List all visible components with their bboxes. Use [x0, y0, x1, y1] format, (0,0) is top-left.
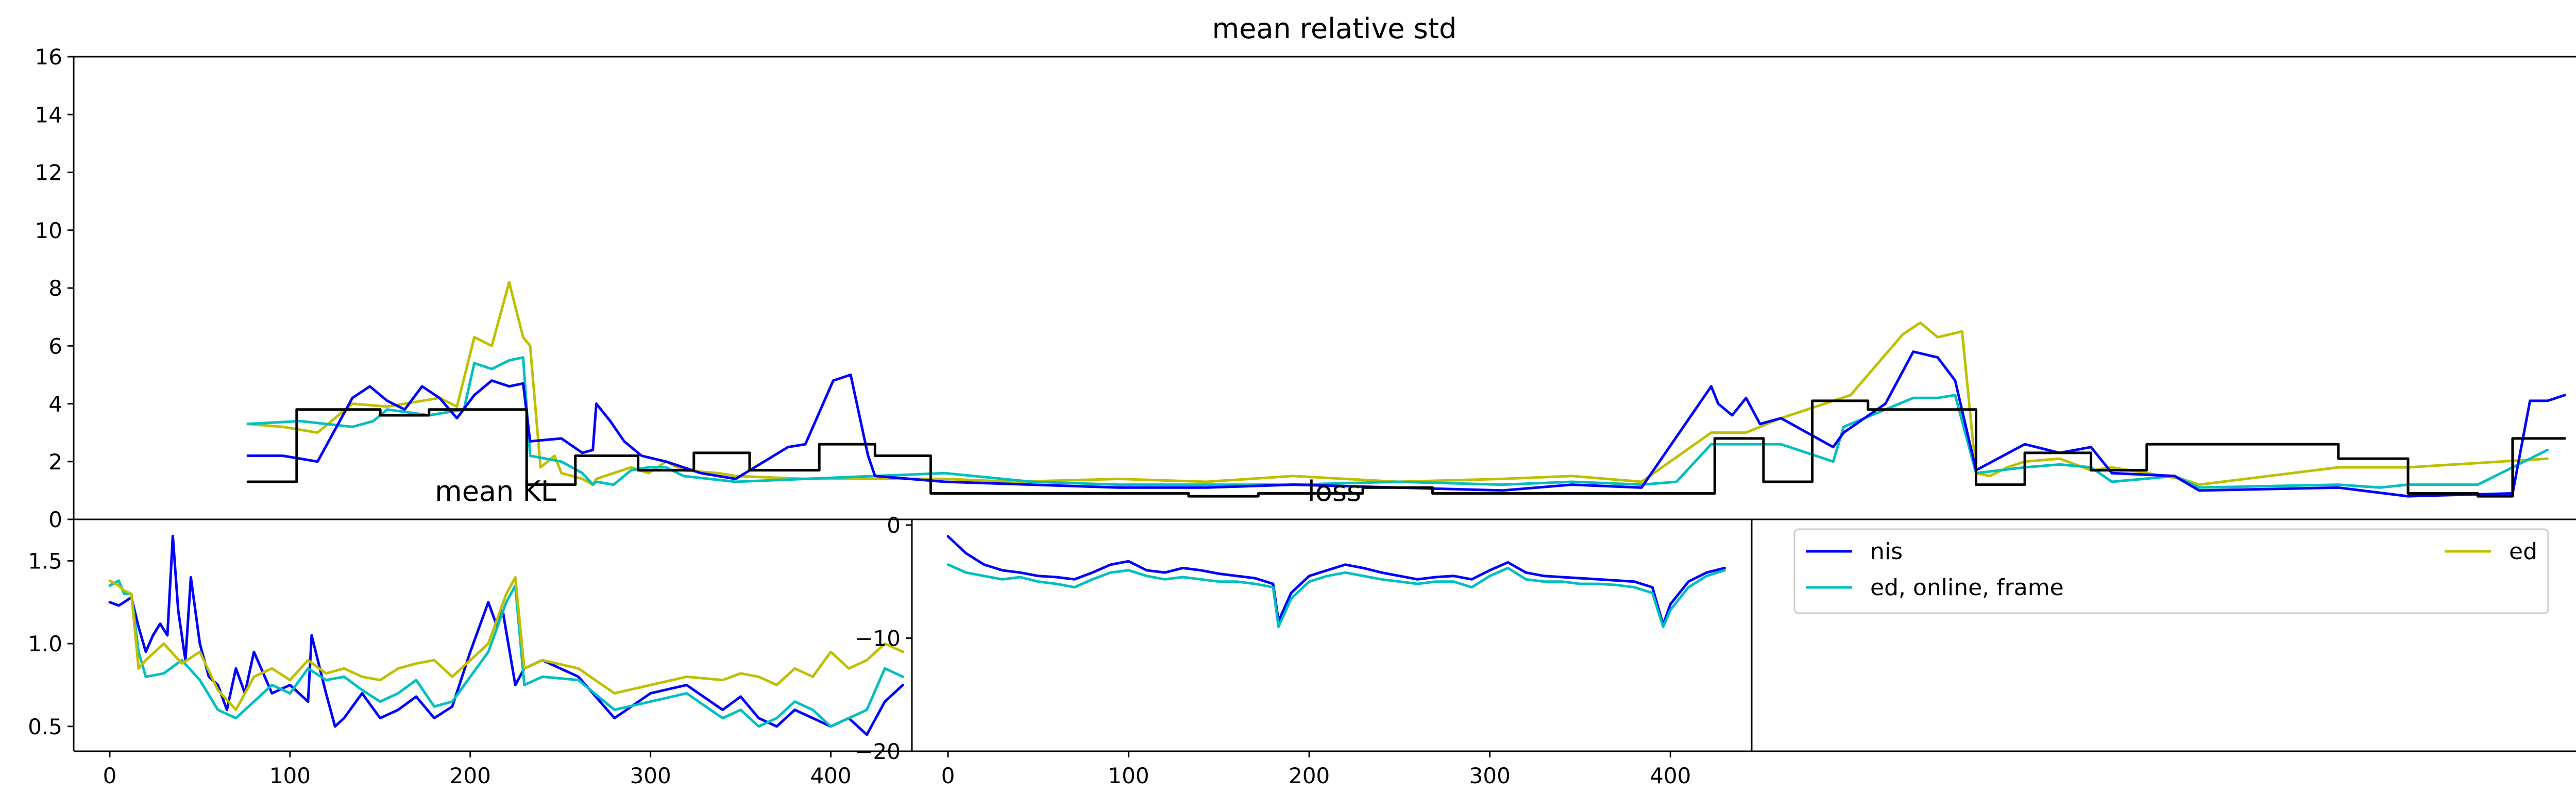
bottom-left-ytick-label: 0.5 — [28, 714, 62, 739]
title-mean-kl: mean KL — [435, 475, 556, 508]
legend-label-nis: nis — [1870, 538, 1903, 565]
top-ytick-label: 4 — [48, 392, 62, 417]
bottom-left-series-nis — [108, 534, 904, 736]
legend-entry-nis: nis — [1806, 538, 1903, 565]
bottom-middle-ytick-label: −10 — [855, 626, 901, 651]
bottom-left-ytick-label: 1.0 — [28, 631, 62, 656]
bottom-left-xtick-label: 0 — [103, 763, 117, 788]
bl-axis-group: 0.5 1.0 1.5 0 100 200 300 400 — [28, 548, 851, 788]
title-loss: loss — [1308, 475, 1361, 508]
bottom-left-ytick-label: 1.5 — [28, 548, 62, 573]
top-ytick-label: 14 — [35, 102, 62, 127]
top-ytick-label: 2 — [48, 449, 62, 475]
top-ytick-label: 16 — [35, 44, 62, 70]
bottom-middle-xtick-label: 100 — [1108, 763, 1149, 788]
top-ytick-label: 12 — [35, 160, 62, 185]
legend-entry-ed-online-frame: ed, online, frame — [1806, 575, 2064, 601]
bottom-middle-xtick-label: 400 — [1650, 763, 1691, 788]
legend-label-ed: ed — [2509, 538, 2537, 565]
top-series-nis — [246, 350, 2566, 498]
bottom-left-series-ed-online-frame — [108, 579, 904, 728]
bottom-left-xtick-label: 300 — [630, 763, 671, 788]
bm-series-group — [946, 535, 1726, 628]
bottom-middle-xtick-label: 0 — [941, 763, 955, 788]
top-series-group — [246, 281, 2566, 498]
legend-label-ed-online-frame: ed, online, frame — [1870, 575, 2064, 601]
top-axis-group: 0 2 4 6 8 10 12 14 16 — [35, 44, 74, 532]
top-series-reference — [246, 399, 2566, 498]
panel-mean-kl: 0.5 1.0 1.5 0 100 200 300 400 mean KL — [28, 475, 904, 788]
bottom-middle-ytick-label: 0 — [887, 513, 901, 538]
top-series-ed-online-frame — [246, 356, 2549, 489]
legend: nis ed, online, frame ed — [1793, 528, 2549, 614]
top-ytick-label: 10 — [35, 218, 62, 243]
legend-entry-ed: ed — [2445, 538, 2537, 565]
bottom-middle-xtick-label: 200 — [1289, 763, 1330, 788]
bottom-left-series-ed — [108, 576, 904, 712]
top-ytick-label: 8 — [48, 276, 62, 301]
top-ytick-label: 6 — [48, 333, 62, 359]
bottom-middle-series-ed-online-frame — [946, 563, 1726, 628]
legend-box — [1793, 528, 2549, 614]
top-ytick-label: 0 — [48, 507, 62, 532]
title-mean-relative-std: mean relative std — [1212, 12, 1457, 45]
bl-series-group — [108, 534, 904, 736]
bottom-left-xtick-label: 100 — [269, 763, 311, 788]
panel-loss: 0−10−200 100 200 300 400 loss — [855, 475, 1726, 788]
bottom-left-xtick-label: 200 — [450, 763, 491, 788]
panel-mean-relative-std: mean relative std 0 2 4 6 8 10 12 14 16 — [35, 12, 2576, 532]
top-series-ed — [246, 281, 2549, 486]
bottom-middle-series-nis — [946, 535, 1726, 626]
bottom-middle-xtick-label: 300 — [1469, 763, 1511, 788]
bottom-left-xtick-label: 400 — [810, 763, 851, 788]
